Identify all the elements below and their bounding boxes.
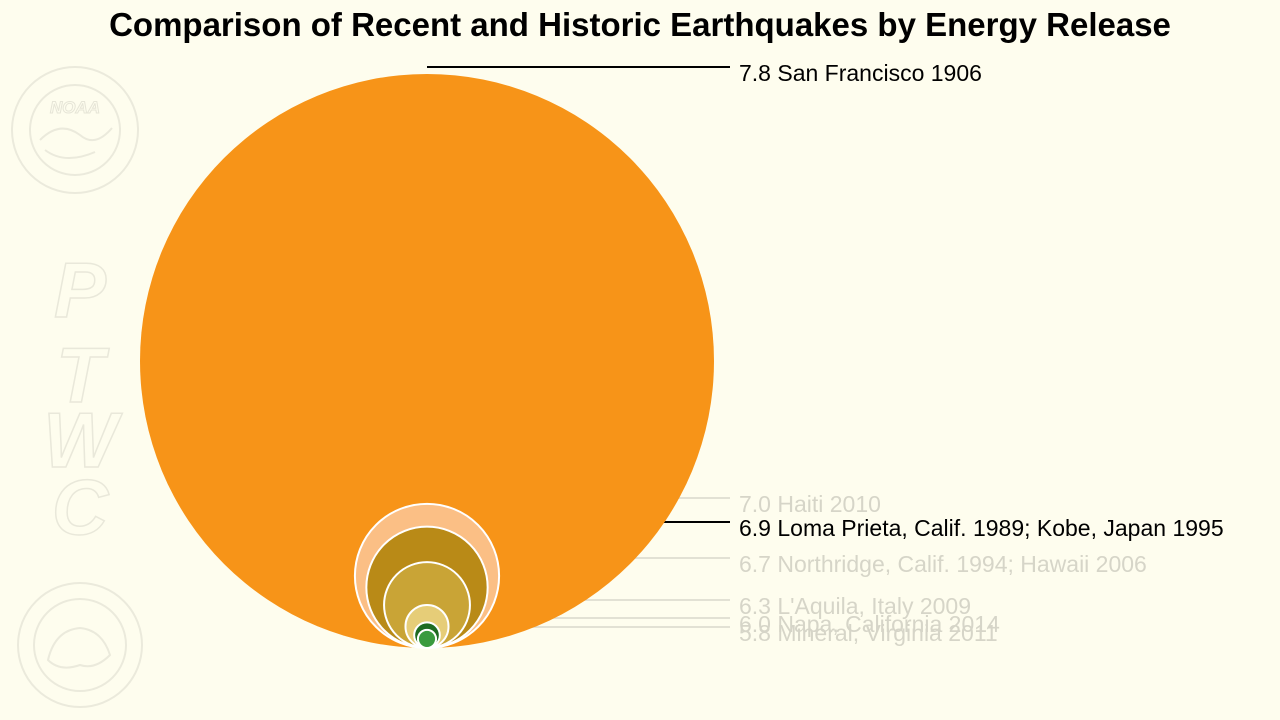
bubble-m7-8 bbox=[140, 74, 714, 648]
bubble-label-m7: 7.0 Haiti 2010 bbox=[739, 491, 881, 517]
bubble-label-m7-8: 7.8 San Francisco 1906 bbox=[739, 60, 982, 86]
bubble-label-m6-7: 6.7 Northridge, Calif. 1994; Hawaii 2006 bbox=[739, 551, 1147, 577]
nws-logo-watermark bbox=[17, 582, 143, 708]
ptwc-letter-c: C bbox=[51, 462, 109, 552]
bubble-label-m6-3: 6.3 L'Aquila, Italy 2009 bbox=[739, 593, 971, 619]
ptwc-letter-p: P bbox=[53, 245, 107, 335]
bubble-labels: 7.0 Haiti 2010 6.7 Northridge, Calif. 199… bbox=[739, 60, 1224, 646]
bubble-label-m5-8: 5.8 Mineral, Virginia 2011 bbox=[739, 620, 998, 646]
bubble-m5-8 bbox=[416, 628, 438, 649]
bubble-label-m6-9: 6.9 Loma Prieta, Calif. 1989; Kobe, Japa… bbox=[739, 515, 1224, 541]
ptwc-letter-t: T bbox=[55, 330, 104, 420]
chart-title: Comparison of Recent and Historic Earthq… bbox=[109, 6, 1171, 43]
noaa-logo-text: NOAA bbox=[50, 98, 100, 117]
ptwc-letter-w: W bbox=[42, 395, 117, 485]
noaa-logo-watermark: NOAA bbox=[11, 66, 139, 194]
bubbles bbox=[140, 74, 714, 650]
bubble-label-m6: 6.0 Napa, California 2014 bbox=[739, 611, 1000, 637]
